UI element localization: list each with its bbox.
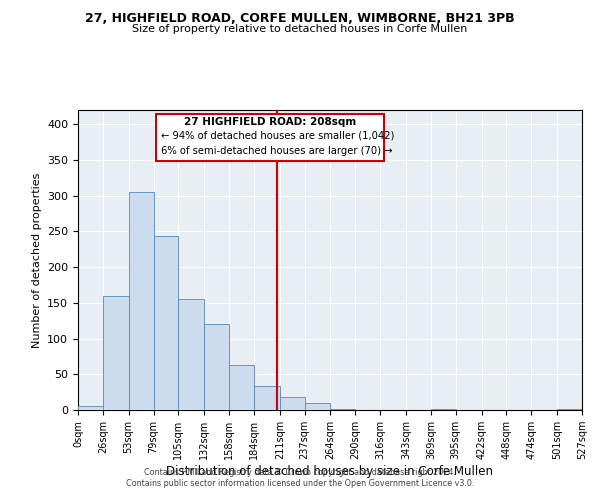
X-axis label: Distribution of detached houses by size in Corfe Mullen: Distribution of detached houses by size … bbox=[167, 465, 493, 478]
FancyBboxPatch shape bbox=[157, 114, 384, 162]
Bar bbox=[178, 300, 204, 410]
Text: 27 HIGHFIELD ROAD: 208sqm: 27 HIGHFIELD ROAD: 208sqm bbox=[184, 117, 356, 127]
Bar bbox=[128, 192, 154, 410]
Y-axis label: Number of detached properties: Number of detached properties bbox=[32, 172, 41, 348]
Bar bbox=[557, 408, 582, 410]
Bar bbox=[254, 386, 280, 410]
Bar bbox=[154, 236, 178, 410]
Text: Contains HM Land Registry data © Crown copyright and database right 2024.
Contai: Contains HM Land Registry data © Crown c… bbox=[126, 468, 474, 487]
Bar bbox=[280, 397, 305, 410]
Bar bbox=[331, 408, 355, 410]
Bar bbox=[431, 408, 456, 410]
Bar bbox=[204, 324, 229, 410]
Text: 6% of semi-detached houses are larger (70) →: 6% of semi-detached houses are larger (7… bbox=[161, 146, 393, 156]
Bar bbox=[229, 365, 254, 410]
Text: ← 94% of detached houses are smaller (1,042): ← 94% of detached houses are smaller (1,… bbox=[161, 131, 395, 141]
Bar bbox=[78, 406, 103, 410]
Text: Size of property relative to detached houses in Corfe Mullen: Size of property relative to detached ho… bbox=[133, 24, 467, 34]
Bar bbox=[103, 296, 128, 410]
Text: 27, HIGHFIELD ROAD, CORFE MULLEN, WIMBORNE, BH21 3PB: 27, HIGHFIELD ROAD, CORFE MULLEN, WIMBOR… bbox=[85, 12, 515, 26]
Bar bbox=[305, 403, 331, 410]
